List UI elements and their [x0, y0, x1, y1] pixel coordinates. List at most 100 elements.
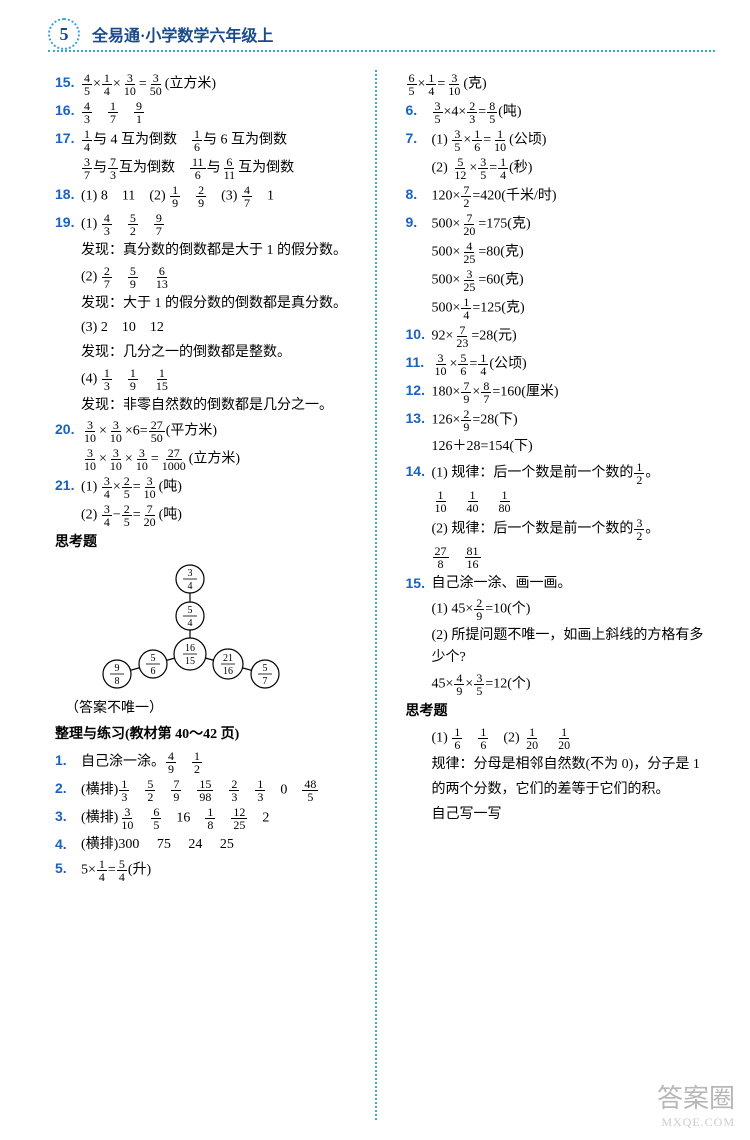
num-label: 4. [55, 834, 81, 856]
expr: 5×14=54(升) [81, 858, 356, 883]
svg-text:16: 16 [223, 666, 233, 677]
svg-text:3: 3 [188, 568, 193, 579]
left-column: 15. 45×14×310=350(立方米) 16. 43 17 91 17. … [55, 72, 384, 886]
num-label: 21. [55, 475, 81, 497]
num-label: 3. [55, 806, 81, 828]
svg-text:8: 8 [115, 676, 120, 687]
num-label: 20. [55, 419, 81, 441]
expr: 180×79×87=160(厘米) [432, 380, 713, 405]
svg-text:5: 5 [151, 653, 156, 664]
num-label: 11. [406, 352, 432, 374]
expr: 126×29=28(下) [432, 408, 713, 433]
r-item-7: 7. (1) 35×16=110(公顷) [406, 128, 713, 153]
r-item-15-p2: (2) 所提问题不唯一，如画上斜线的方格有多少个? [406, 625, 713, 668]
expr: (1) 规律：后一个数是前一个数的12。 [432, 461, 713, 486]
review-5: 5. 5×14=54(升) [55, 858, 356, 883]
header-rule [48, 50, 715, 52]
review-1: 1. 自己涂一涂。49 12 [55, 750, 356, 775]
item-20-l2: 310×310×310=271000(立方米) [55, 447, 356, 472]
item-21-p2: (2) 34−25=720(吨) [55, 503, 356, 528]
svg-text:5: 5 [188, 605, 193, 616]
header-title: 全易通·小学数学六年级上 [92, 22, 273, 46]
r-item-15-p3: 45×49×35=12(个) [406, 672, 713, 697]
svg-text:15: 15 [185, 656, 195, 667]
svg-text:7: 7 [263, 676, 268, 687]
watermark-cn: 答案圈 [657, 1078, 735, 1115]
r-item-9-l2: 500×425=80(克) [406, 240, 713, 265]
expr: 310×56=14(公顷) [432, 352, 713, 377]
r-item-15-p1: (1) 45×29=10(个) [406, 597, 713, 622]
expr: (1) 34×25=310(吨) [81, 475, 356, 500]
review-3: 3. (横排)310 65 16 18 1225 2 [55, 806, 356, 831]
expr: 35×4×23=85(吨) [432, 100, 713, 125]
review-4: 4. (横排)300 75 24 25 [55, 834, 356, 856]
item-16: 16. 43 17 91 [55, 100, 356, 125]
svg-text:6: 6 [151, 666, 156, 677]
r-item-13-l2: 126＋28=154(下) [406, 436, 713, 458]
svg-text:16: 16 [185, 643, 195, 654]
r-think-n2: 的两个分数，它们的差等于它们的积。 [406, 779, 713, 801]
num-label: 13. [406, 408, 432, 430]
right-top: 65×14=310(克) [406, 72, 713, 97]
num-label: 6. [406, 100, 432, 122]
svg-text:21: 21 [223, 653, 233, 664]
expr: (横排)300 75 24 25 [81, 834, 356, 856]
item-17-l2: 37与73互为倒数 116与611互为倒数 [55, 156, 356, 181]
item-20: 20. 310×310×6=2750(平方米) [55, 419, 356, 444]
item-17: 17. 14与 4 互为倒数 16与 6 互为倒数 [55, 128, 356, 153]
item-15: 15. 45×14×310=350(立方米) [55, 72, 356, 97]
num-label: 14. [406, 461, 432, 483]
page-header: 5 全易通·小学数学六年级上 [0, 0, 750, 60]
r-item-10: 10. 92×723=28(元) [406, 324, 713, 349]
column-divider [375, 70, 377, 1120]
r-think-n3: 自己写一写 [406, 804, 713, 826]
section-review: 整理与练习(教材第 40～42 页) [55, 724, 356, 746]
review-2: 2. (横排)13 52 79 1598 23 13 0 485 [55, 778, 356, 803]
r-item-15: 15. 自己涂一涂、画一画。 [406, 573, 713, 595]
tree-diagram: 345416155698211657 [55, 558, 356, 698]
expr: 自己涂一涂。49 12 [81, 750, 356, 775]
r-item-7-p2: (2) 512×35=14(秒) [406, 156, 713, 181]
num-label: 18. [55, 184, 81, 206]
num-label: 5. [55, 858, 81, 880]
num-label: 15. [406, 573, 432, 595]
item-19-n1: 发现：真分数的倒数都是大于 1 的假分数。 [55, 240, 356, 262]
expr: 92×723=28(元) [432, 324, 713, 349]
num-label: 7. [406, 128, 432, 150]
svg-text:5: 5 [263, 663, 268, 674]
r-item-14-f1: 110 140 180 [406, 489, 713, 514]
num-label: 1. [55, 750, 81, 772]
svg-text:9: 9 [115, 663, 120, 674]
expr: (1) 35×16=110(公顷) [432, 128, 713, 153]
expr: 自己涂一涂、画一画。 [432, 573, 713, 595]
svg-text:4: 4 [188, 581, 193, 592]
expr: 310×310×6=2750(平方米) [81, 419, 356, 444]
expr: 14与 4 互为倒数 16与 6 互为倒数 [81, 128, 356, 153]
num-label: 17. [55, 128, 81, 150]
expr: 45×14×310=350(立方米) [81, 72, 356, 97]
right-column: 65×14=310(克) 6. 35×4×23=85(吨) 7. (1) 35×… [384, 72, 713, 886]
num-label: 12. [406, 380, 432, 402]
page-number: 5 [48, 18, 80, 50]
r-item-6: 6. 35×4×23=85(吨) [406, 100, 713, 125]
watermark-en: MXQE.COM [657, 1115, 735, 1130]
r-item-13: 13. 126×29=28(下) [406, 408, 713, 433]
num-label: 8. [406, 184, 432, 206]
item-19-p4: (4) 13 19 115 [55, 367, 356, 392]
diagram-caption: （答案不唯一） [55, 698, 356, 720]
section-think-r: 思考题 [406, 701, 713, 723]
section-think: 思考题 [55, 532, 356, 554]
r-item-8: 8. 120×72=420(千米/时) [406, 184, 713, 209]
num-label: 19. [55, 212, 81, 234]
expr: (横排)310 65 16 18 1225 2 [81, 806, 356, 831]
r-item-14-f2: 278 8116 [406, 545, 713, 570]
item-19-p3: (3) 2 10 12 [55, 317, 356, 339]
num-label: 16. [55, 100, 81, 122]
r-item-11: 11. 310×56=14(公顷) [406, 352, 713, 377]
item-19-n3: 发现：几分之一的倒数都是整数。 [55, 342, 356, 364]
expr: 43 17 91 [81, 100, 356, 125]
expr: 120×72=420(千米/时) [432, 184, 713, 209]
r-think-n1: 规律：分母是相邻自然数(不为 0)，分子是 1 [406, 754, 713, 776]
r-item-14: 14. (1) 规律：后一个数是前一个数的12。 [406, 461, 713, 486]
item-19-n4: 发现：非零自然数的倒数都是几分之一。 [55, 395, 356, 417]
